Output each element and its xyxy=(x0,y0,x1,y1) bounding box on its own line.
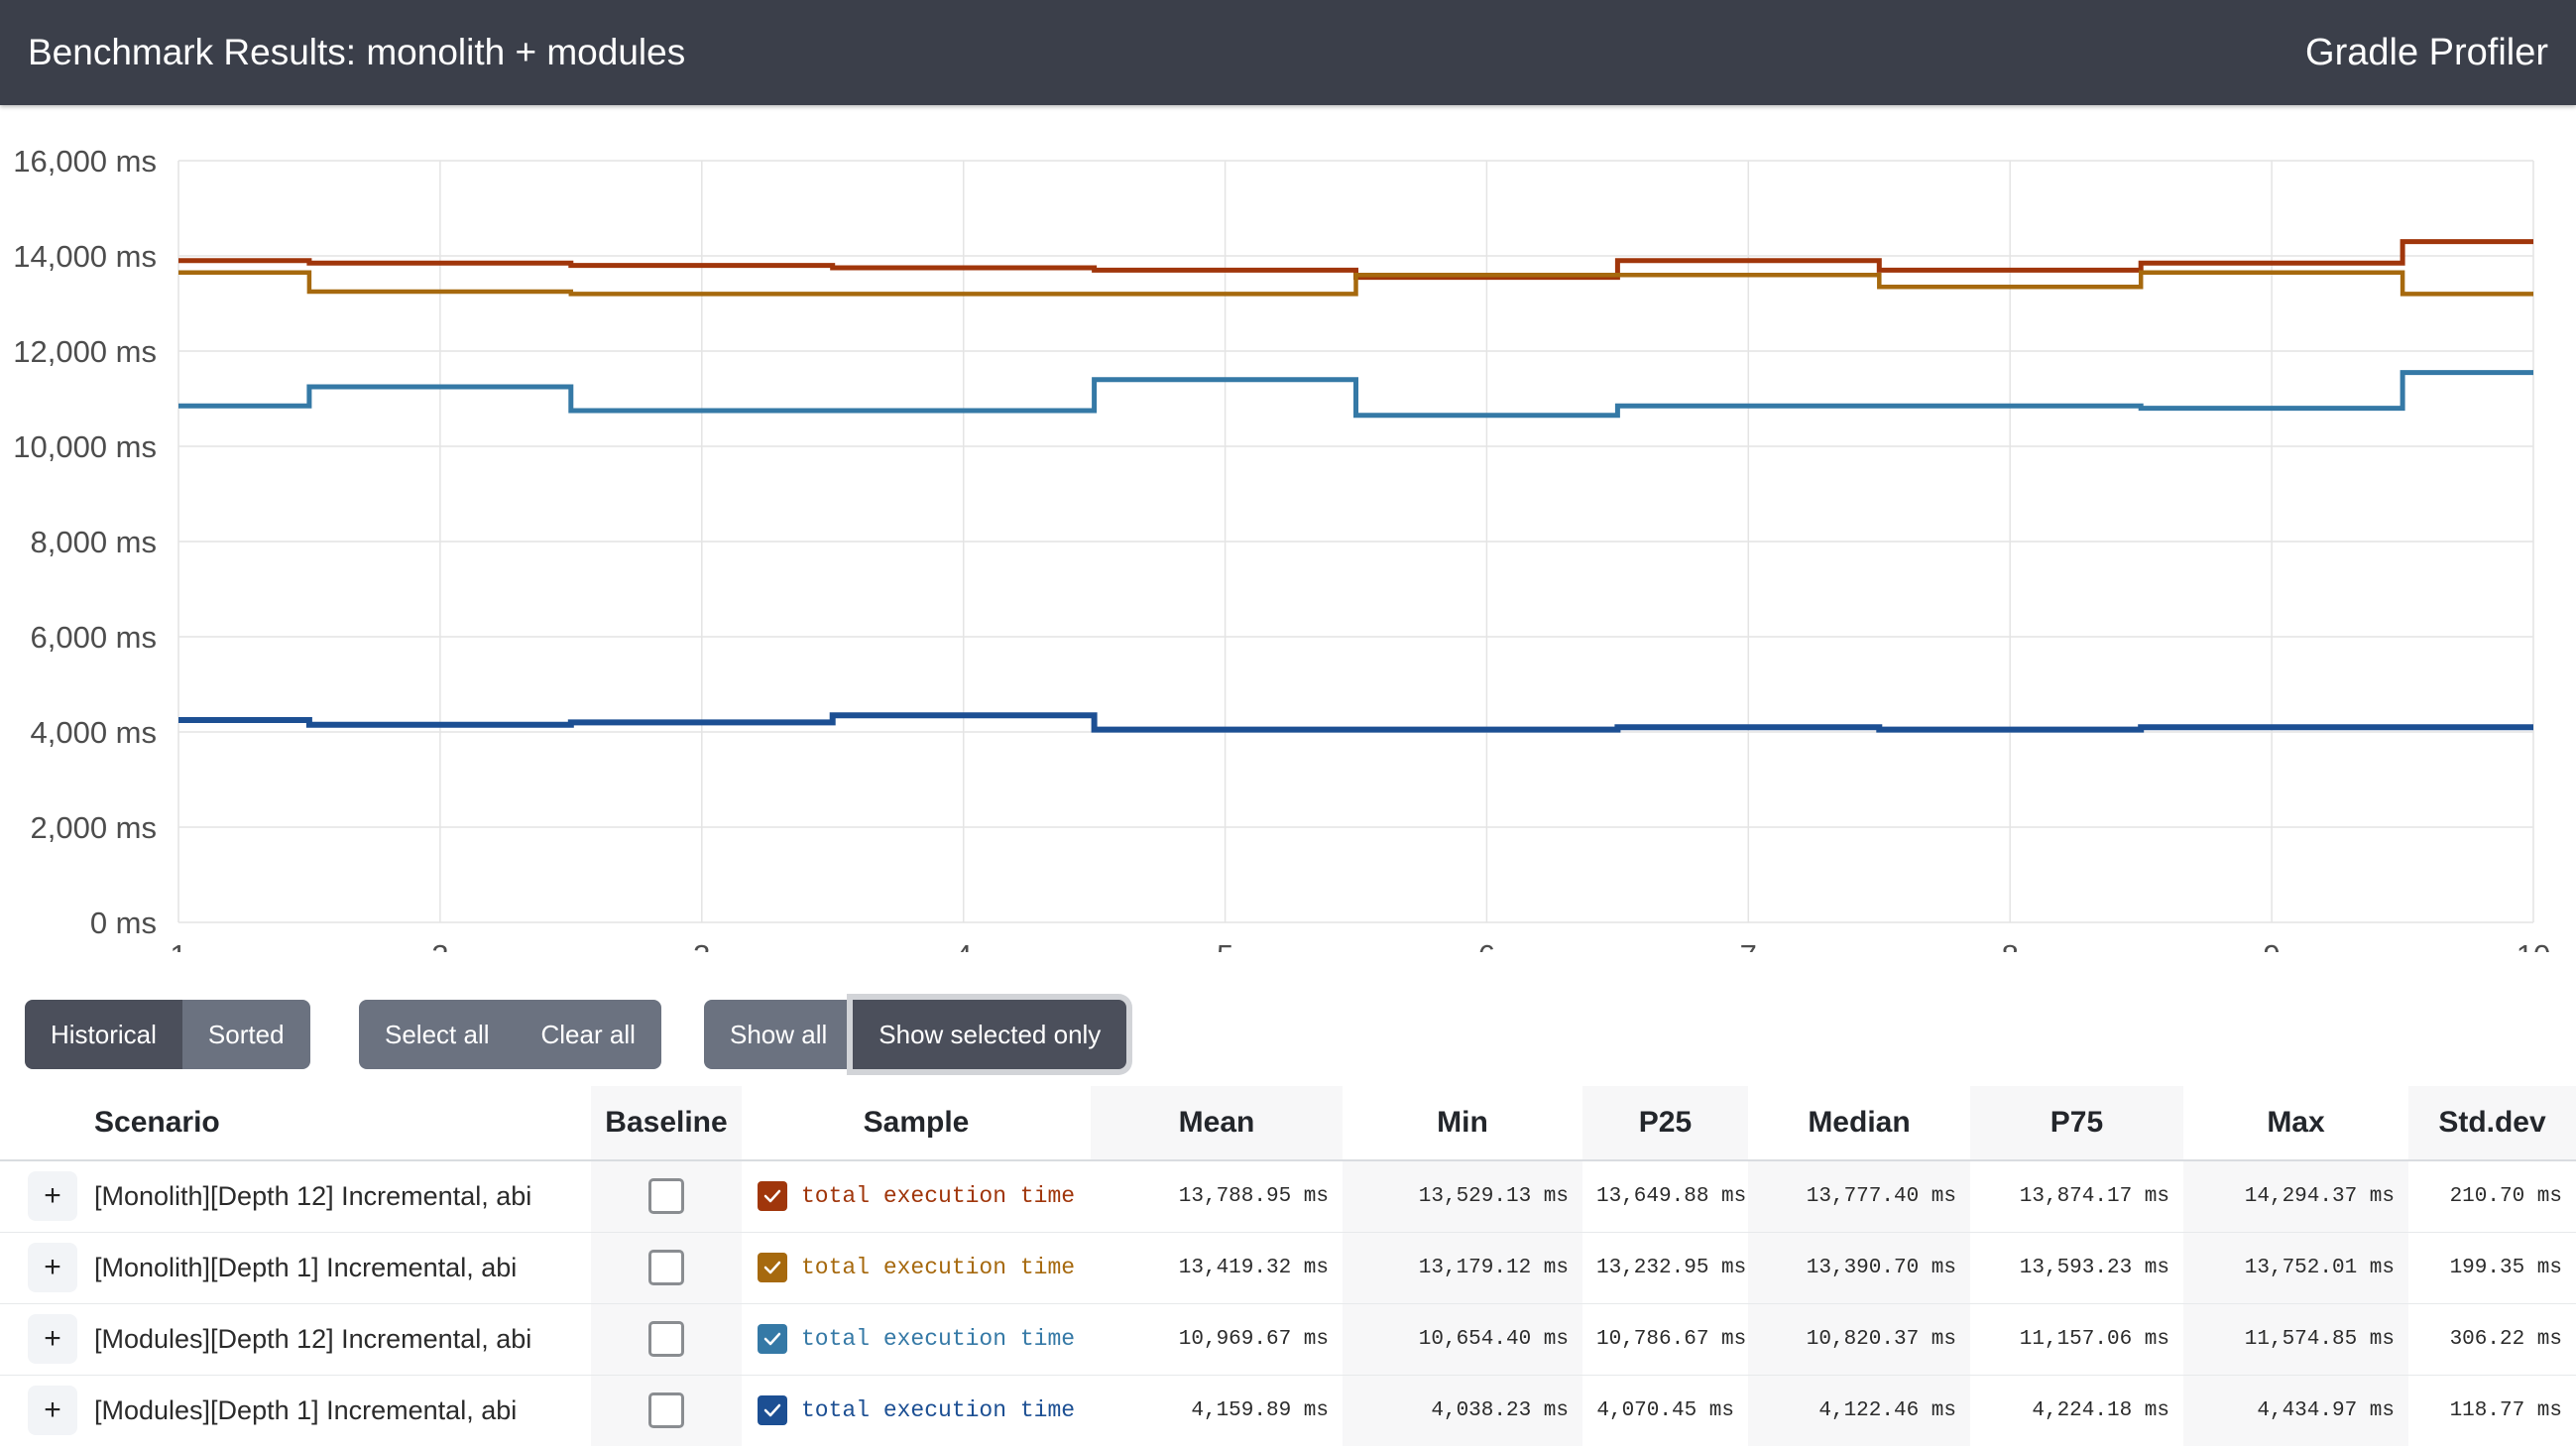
svg-text:0 ms: 0 ms xyxy=(90,906,157,940)
svg-text:6,000 ms: 6,000 ms xyxy=(30,620,157,655)
svg-text:10: 10 xyxy=(2517,938,2550,952)
svg-text:7: 7 xyxy=(1740,938,1757,952)
svg-text:4,000 ms: 4,000 ms xyxy=(30,715,157,750)
svg-text:2,000 ms: 2,000 ms xyxy=(30,810,157,845)
svg-text:9: 9 xyxy=(2263,938,2280,952)
svg-text:8,000 ms: 8,000 ms xyxy=(30,525,157,559)
svg-text:3: 3 xyxy=(693,938,710,952)
svg-text:4: 4 xyxy=(955,938,972,952)
svg-text:14,000 ms: 14,000 ms xyxy=(13,239,157,274)
svg-text:2: 2 xyxy=(431,938,448,952)
svg-text:8: 8 xyxy=(2002,938,2019,952)
svg-text:5: 5 xyxy=(1217,938,1233,952)
svg-text:12,000 ms: 12,000 ms xyxy=(13,334,157,369)
svg-text:16,000 ms: 16,000 ms xyxy=(13,144,157,179)
svg-text:10,000 ms: 10,000 ms xyxy=(13,429,157,464)
svg-text:1: 1 xyxy=(170,938,186,952)
svg-text:6: 6 xyxy=(1478,938,1495,952)
